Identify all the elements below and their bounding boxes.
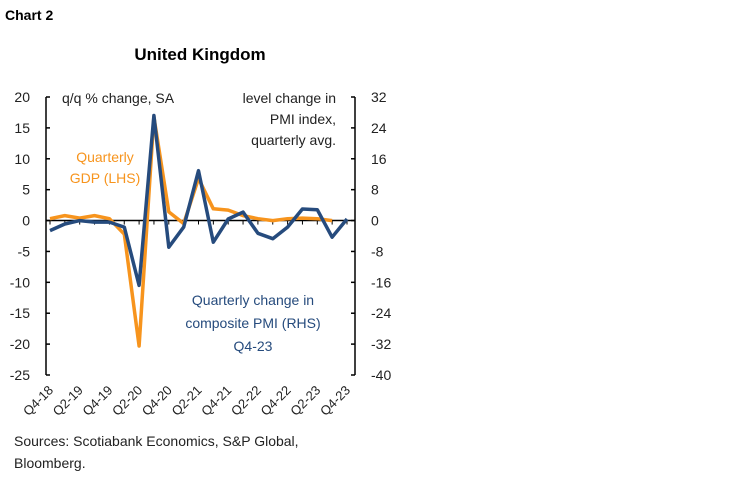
left-tick-label: -25 <box>10 367 30 383</box>
x-tick-label: Q4-20 <box>139 383 175 419</box>
right-tick-label: -8 <box>371 243 384 259</box>
sources-line-1: Sources: Scotiabank Economics, S&P Globa… <box>14 433 299 449</box>
left-tick-label: 5 <box>22 182 30 198</box>
left-tick-label: -10 <box>10 274 30 290</box>
x-tick-label: Q4-19 <box>79 383 115 419</box>
right-axis-label-line-1: level change in <box>243 90 336 106</box>
right-tick-label: -24 <box>371 305 391 321</box>
left-tick-label: 0 <box>22 213 30 229</box>
pmi-series-label-2: composite PMI (RHS) <box>185 315 320 331</box>
right-tick-label: 32 <box>371 89 387 105</box>
chart-title: United Kingdom <box>134 45 265 64</box>
pmi-series-label-1: Quarterly change in <box>192 292 314 308</box>
right-tick-label: 0 <box>371 213 379 229</box>
left-tick-label: 10 <box>14 151 30 167</box>
left-tick-label: -5 <box>18 243 31 259</box>
gdp-series-label-2: GDP (LHS) <box>70 170 141 186</box>
right-tick-label: 24 <box>371 120 387 136</box>
x-tick-label: Q2-19 <box>50 383 86 419</box>
right-tick-label: -40 <box>371 367 391 383</box>
gdp-series-label-1: Quarterly <box>76 149 134 165</box>
right-tick-label: -32 <box>371 336 391 352</box>
left-tick-label: -15 <box>10 305 30 321</box>
x-tick-label: Q2-23 <box>287 383 323 419</box>
right-tick-label: 8 <box>371 182 379 198</box>
x-tick-label: Q4-21 <box>198 383 234 419</box>
x-tick-label: Q2-22 <box>228 383 264 419</box>
left-tick-label: 15 <box>14 120 30 136</box>
x-tick-label: Q4-18 <box>20 383 56 419</box>
x-tick-label: Q2-21 <box>168 383 204 419</box>
left-tick-label: 20 <box>14 89 30 105</box>
left-tick-label: -20 <box>10 336 30 352</box>
x-tick-label: Q2-20 <box>109 383 145 419</box>
left-axis-label: q/q % change, SA <box>62 90 175 106</box>
x-tick-label: Q4-23 <box>317 383 353 419</box>
x-tick-label: Q4-22 <box>258 383 294 419</box>
sources-line-2: Bloomberg. <box>14 455 86 471</box>
right-tick-label: -16 <box>371 274 391 290</box>
right-axis-label-line-2: PMI index, <box>270 111 336 127</box>
right-axis-label-line-3: quarterly avg. <box>251 132 336 148</box>
right-tick-label: 16 <box>371 151 387 167</box>
pmi-series-label-3: Q4-23 <box>234 338 273 354</box>
chart-label: Chart 2 <box>5 7 53 23</box>
